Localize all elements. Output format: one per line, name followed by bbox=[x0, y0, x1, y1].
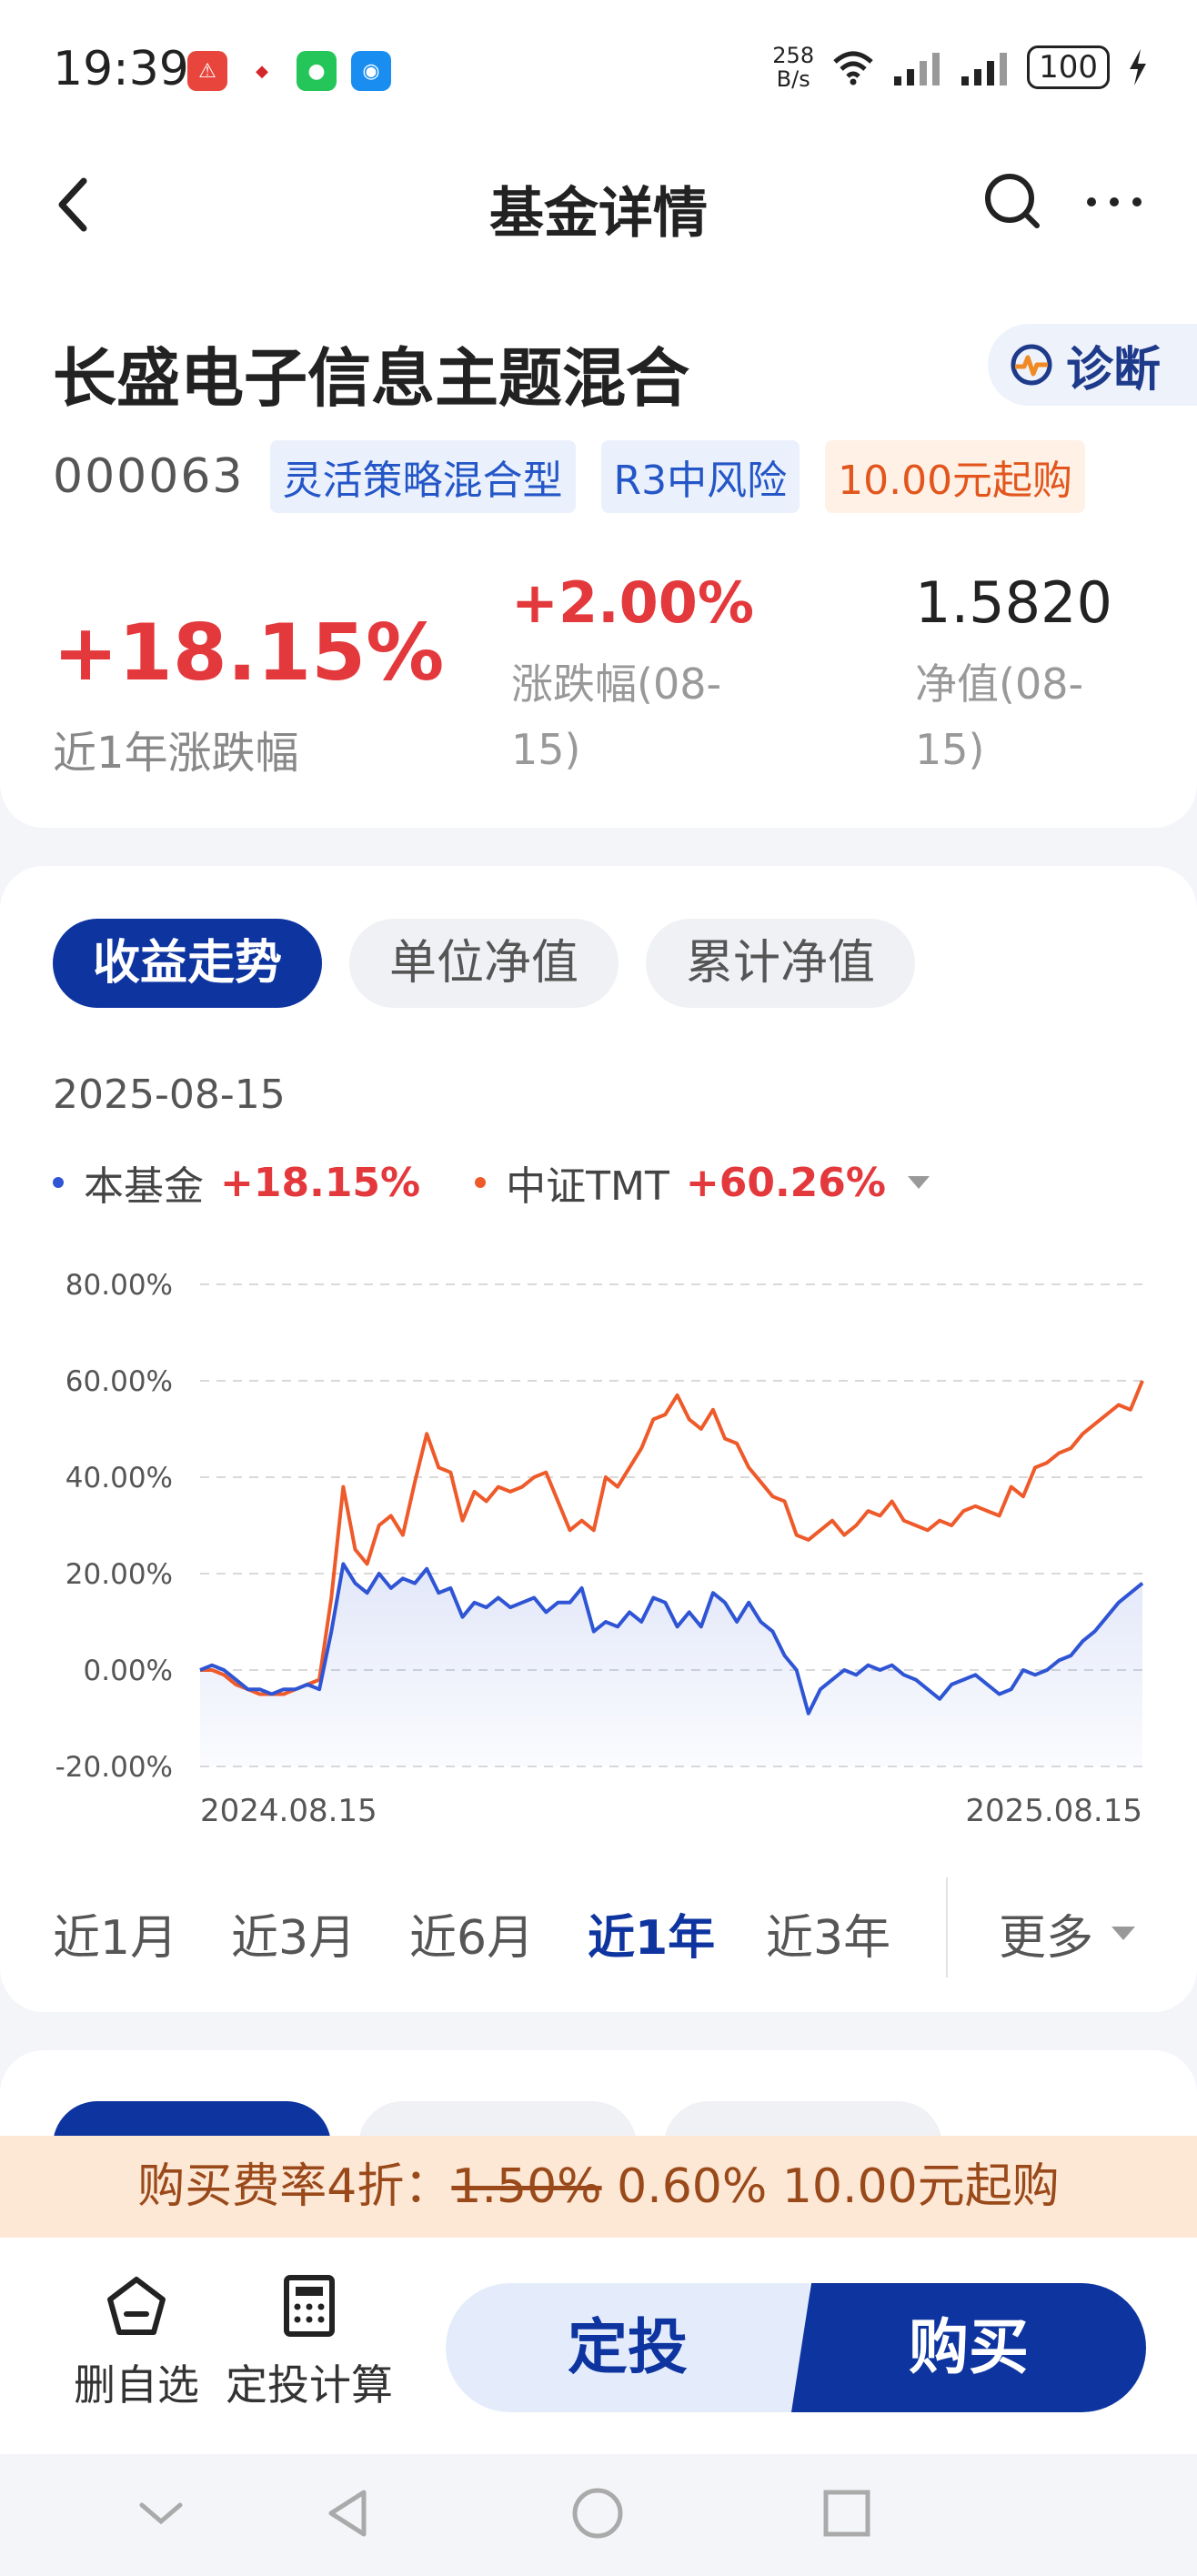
diagnose-label: 诊断 bbox=[1066, 342, 1162, 397]
status-indicators: 258 B/s 100 bbox=[772, 44, 1150, 91]
app-blue-icon: ◉ bbox=[351, 51, 391, 91]
promo-new-rate: 0.60% bbox=[617, 2159, 768, 2214]
signal-icon bbox=[894, 53, 940, 86]
time-range-selector: 近1月 近3月 近6月 近1年 近3年 更多 bbox=[53, 1877, 1153, 1977]
dingtou-button[interactable]: 定投 bbox=[446, 2283, 810, 2412]
year-return-value: +18.15% bbox=[53, 608, 445, 699]
chart-series bbox=[199, 1380, 1144, 1766]
promo-old-rate: 1.50% bbox=[451, 2159, 602, 2214]
buy-button[interactable]: 购买 bbox=[791, 2283, 1146, 2412]
house-star-icon bbox=[107, 2277, 166, 2335]
app-brand-icon: ◆ bbox=[242, 51, 282, 91]
day-change-value: +2.00% bbox=[511, 569, 755, 636]
range-1m[interactable]: 近1月 bbox=[53, 1911, 178, 1966]
chevron-down-icon bbox=[908, 1176, 930, 1189]
series-line-fund bbox=[199, 1562, 1144, 1716]
more-options-icon[interactable] bbox=[1082, 169, 1146, 233]
back-button[interactable] bbox=[45, 168, 100, 241]
fund-type-tag[interactable]: 灵活策略混合型 bbox=[269, 440, 576, 513]
status-bar: 19:39 ⚠ ◆ ● ◉ 258 B/s 100 bbox=[0, 0, 1197, 136]
watchlist-label: 删自选 bbox=[74, 2360, 199, 2410]
y-tick-label: 80.00% bbox=[65, 1269, 173, 1302]
network-speed-value: 258 bbox=[772, 43, 815, 68]
system-nav-bar bbox=[0, 2454, 1197, 2576]
nav-home-icon[interactable] bbox=[566, 2481, 629, 2545]
range-1y[interactable]: 近1年 bbox=[588, 1911, 716, 1966]
search-icon[interactable] bbox=[981, 169, 1044, 233]
promo-prefix: 购买费率4折： bbox=[137, 2159, 452, 2214]
performance-chart-card: 收益走势 单位净值 累计净值 2025-08-15 本基金 +18.15% 中证… bbox=[0, 866, 1197, 2012]
wechat-icon: ● bbox=[297, 51, 337, 91]
dingtou-calculator-button[interactable]: 定投计算 bbox=[218, 2274, 400, 2412]
calculator-icon bbox=[284, 2275, 335, 2337]
nav-back-icon[interactable] bbox=[317, 2481, 380, 2545]
legend-fund-value: +18.15% bbox=[220, 1159, 421, 1206]
tab-accumulated-nav[interactable]: 累计净值 bbox=[646, 919, 916, 1008]
signal-icon bbox=[961, 53, 1008, 86]
tab-unit-nav[interactable]: 单位净值 bbox=[349, 919, 619, 1008]
status-app-icons: ⚠ ◆ ● ◉ bbox=[187, 51, 391, 91]
tab-return-trend[interactable]: 收益走势 bbox=[53, 919, 323, 1008]
remove-watchlist-button[interactable]: 删自选 bbox=[64, 2274, 209, 2412]
status-time: 19:39 bbox=[53, 42, 189, 96]
nav-label: 净值(08-15) bbox=[915, 659, 1084, 774]
fund-code: 000063 bbox=[53, 449, 245, 504]
promo-min-buy: 10.00元起购 bbox=[781, 2159, 1060, 2214]
y-tick-label: 0.00% bbox=[84, 1655, 173, 1687]
wifi-icon bbox=[833, 51, 873, 86]
legend-benchmark-value: +60.26% bbox=[685, 1159, 886, 1206]
series-line-benchmark bbox=[200, 1380, 1144, 1696]
nav-recents-icon[interactable] bbox=[815, 2481, 879, 2545]
fund-meta-row: 000063 灵活策略混合型 R3中风险 10.00元起购 bbox=[53, 440, 1086, 513]
range-6m[interactable]: 近6月 bbox=[409, 1911, 535, 1966]
chart-date: 2025-08-15 bbox=[53, 1072, 286, 1118]
nav-value: 1.5820 bbox=[915, 569, 1112, 636]
range-more-label: 更多 bbox=[999, 1911, 1094, 1966]
range-divider bbox=[946, 1877, 948, 1977]
range-3y[interactable]: 近3年 bbox=[766, 1911, 891, 1966]
network-speed: 258 B/s bbox=[772, 44, 814, 91]
chart-tabs: 收益走势 单位净值 累计净值 bbox=[53, 919, 916, 1008]
y-tick-label: -20.00% bbox=[55, 1751, 173, 1784]
legend-fund-name: 本基金 bbox=[84, 1163, 204, 1210]
chart-legend: 本基金 +18.15% 中证TMT +60.26% bbox=[53, 1153, 984, 1212]
battery-indicator: 100 bbox=[1027, 45, 1110, 89]
page-header: 基金详情 bbox=[0, 136, 1197, 273]
chevron-down-icon[interactable] bbox=[129, 2481, 193, 2545]
fund-summary-card: 长盛电子信息主题混合 诊断 000063 灵活策略混合型 R3中风险 10.00… bbox=[0, 273, 1197, 828]
range-more-button[interactable]: 更多 bbox=[999, 1899, 1136, 1967]
legend-dot-fund bbox=[53, 1177, 64, 1188]
fund-name: 长盛电子信息主题混合 bbox=[53, 341, 689, 416]
chart-grid: 80.00% 60.00% 40.00% 20.00% 0.00% -20.00% bbox=[55, 1269, 1142, 1784]
risk-level-tag[interactable]: R3中风险 bbox=[600, 440, 800, 513]
y-tick-label: 20.00% bbox=[65, 1558, 173, 1591]
range-3m[interactable]: 近3月 bbox=[231, 1911, 357, 1966]
min-purchase-tag: 10.00元起购 bbox=[825, 440, 1086, 513]
bottom-action-bar: 删自选 定投计算 定投 购买 bbox=[0, 2238, 1197, 2454]
app-red-icon: ⚠ bbox=[187, 51, 227, 91]
return-chart[interactable]: 80.00% 60.00% 40.00% 20.00% 0.00% -20.00% 202… bbox=[0, 866, 1197, 2012]
charging-icon bbox=[1130, 49, 1146, 86]
x-tick-end: 2025.08.15 bbox=[965, 1793, 1142, 1829]
diagnose-icon bbox=[1011, 344, 1052, 386]
y-tick-label: 60.00% bbox=[65, 1365, 173, 1398]
legend-benchmark-name: 中证TMT bbox=[506, 1163, 669, 1210]
year-return-label: 近1年涨跌幅 bbox=[53, 728, 299, 779]
legend-fund: 本基金 +18.15% bbox=[53, 1153, 420, 1212]
fund-area-fill bbox=[200, 1564, 1142, 1766]
legend-dot-benchmark bbox=[475, 1177, 487, 1188]
page-title: 基金详情 bbox=[489, 182, 708, 246]
calculator-label: 定投计算 bbox=[226, 2360, 393, 2410]
legend-benchmark[interactable]: 中证TMT +60.26% bbox=[475, 1153, 930, 1212]
chevron-down-icon bbox=[1112, 1927, 1136, 1940]
y-tick-label: 40.00% bbox=[65, 1462, 173, 1494]
network-speed-unit: B/s bbox=[776, 66, 810, 92]
fee-promo-banner: 购买费率4折：1.50% 0.60% 10.00元起购 bbox=[0, 2136, 1197, 2238]
diagnose-button[interactable]: 诊断 bbox=[988, 324, 1197, 406]
x-tick-start: 2024.08.15 bbox=[200, 1793, 377, 1829]
day-change-label: 涨跌幅(08-15) bbox=[511, 659, 722, 774]
